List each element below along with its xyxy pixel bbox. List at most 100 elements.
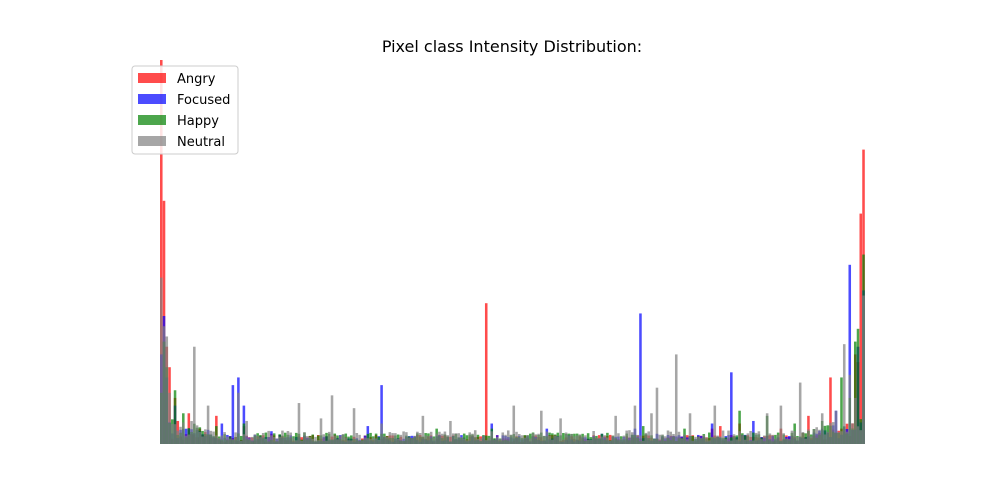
histogram-bar — [639, 313, 642, 444]
histogram-bar — [168, 392, 171, 444]
histogram-bar — [694, 436, 697, 444]
histogram-bar — [562, 433, 565, 444]
histogram-bar — [666, 430, 670, 444]
histogram-bar — [691, 440, 695, 444]
histogram-bar — [242, 423, 246, 444]
legend-label-angry: Angry — [177, 72, 216, 87]
histogram-bar — [763, 435, 766, 444]
series-happy — [160, 254, 865, 444]
histogram-bar — [231, 385, 235, 444]
histogram-bar — [261, 432, 265, 444]
legend-swatch-focused — [138, 94, 166, 104]
histogram-bar — [829, 422, 832, 444]
histogram-bar — [834, 410, 838, 444]
histogram-bar — [388, 432, 392, 444]
histogram-bar — [336, 439, 339, 444]
histogram-bar — [617, 433, 620, 444]
histogram-bar — [498, 439, 502, 444]
histogram-bar — [776, 434, 780, 444]
histogram-bar — [421, 415, 425, 444]
histogram-bar — [316, 435, 320, 444]
histogram-bar — [366, 438, 370, 444]
histogram-bar — [757, 431, 761, 444]
histogram-bar — [531, 433, 535, 444]
histogram-bar — [840, 377, 843, 444]
histogram-bar — [782, 433, 785, 444]
histogram-bar — [754, 432, 758, 444]
histogram-bar — [688, 413, 692, 444]
histogram-bar — [625, 430, 628, 444]
histogram-bar — [383, 436, 386, 444]
histogram-bar — [471, 433, 474, 444]
histogram-bar — [548, 435, 551, 444]
histogram-bar — [831, 422, 835, 444]
histogram-bar — [339, 435, 342, 444]
histogram-bar — [597, 437, 601, 444]
histogram-bar — [369, 439, 372, 444]
histogram-bar — [619, 438, 623, 444]
histogram-bar — [567, 435, 571, 444]
histogram-bar — [355, 433, 359, 444]
histogram-bar — [457, 433, 460, 444]
histogram-bar — [512, 405, 516, 444]
histogram-bar — [537, 433, 540, 444]
histogram-bar — [669, 431, 673, 444]
histogram-bar — [545, 431, 549, 444]
histogram-bar — [542, 435, 546, 444]
histogram-bar — [372, 437, 375, 444]
histogram-bar — [350, 440, 353, 444]
histogram-bar — [432, 437, 436, 444]
histogram-bar — [402, 431, 405, 444]
histogram-bar — [504, 434, 507, 444]
histogram-bar — [179, 426, 182, 444]
legend: Angry Focused Happy Neutral — [131, 65, 239, 155]
histogram-bar — [319, 418, 323, 444]
histogram-bar — [509, 434, 513, 444]
histogram-bar — [239, 435, 243, 444]
histogram-bar — [663, 436, 667, 444]
histogram-bar — [501, 432, 505, 444]
histogram-bar — [520, 435, 524, 444]
histogram-bar — [741, 435, 744, 444]
histogram-bar — [305, 436, 309, 444]
histogram-bar — [484, 303, 488, 444]
histogram-bar — [859, 213, 863, 444]
histogram-bar — [581, 436, 584, 444]
histogram-bar — [418, 433, 422, 444]
histogram-bar — [484, 435, 488, 444]
histogram-bar — [394, 433, 397, 444]
histogram-bar — [440, 433, 444, 444]
histogram-bar — [286, 431, 290, 444]
histogram-bar — [622, 435, 626, 444]
histogram-bar — [518, 433, 521, 444]
histogram-bar — [358, 434, 361, 444]
histogram-bar — [468, 432, 471, 444]
histogram-bar — [171, 423, 174, 444]
histogram-bar — [774, 438, 777, 444]
histogram-bar — [308, 436, 312, 444]
histogram-bar — [476, 438, 480, 444]
histogram-bar — [743, 439, 747, 444]
histogram-bar — [344, 437, 348, 444]
histogram-bar — [735, 439, 739, 444]
histogram-bar — [738, 431, 741, 444]
histogram-bar — [641, 440, 645, 444]
histogram-bar — [614, 415, 617, 444]
histogram-bar — [325, 440, 328, 444]
histogram-bar — [683, 434, 686, 444]
histogram-bar — [603, 435, 606, 444]
histogram-bar — [752, 432, 755, 444]
histogram-bar — [804, 433, 807, 444]
histogram-bar — [798, 382, 802, 444]
histogram-bar — [738, 410, 741, 444]
histogram-bar — [369, 432, 372, 444]
histogram-bar — [752, 420, 755, 444]
legend-label-happy: Happy — [177, 114, 219, 129]
chart-title: Pixel class Intensity Distribution: — [382, 37, 642, 56]
histogram-bar — [705, 437, 708, 444]
histogram-bar — [680, 438, 684, 444]
histogram-bar — [438, 431, 441, 444]
histogram-bar — [801, 432, 805, 444]
histogram-bar — [526, 435, 529, 444]
